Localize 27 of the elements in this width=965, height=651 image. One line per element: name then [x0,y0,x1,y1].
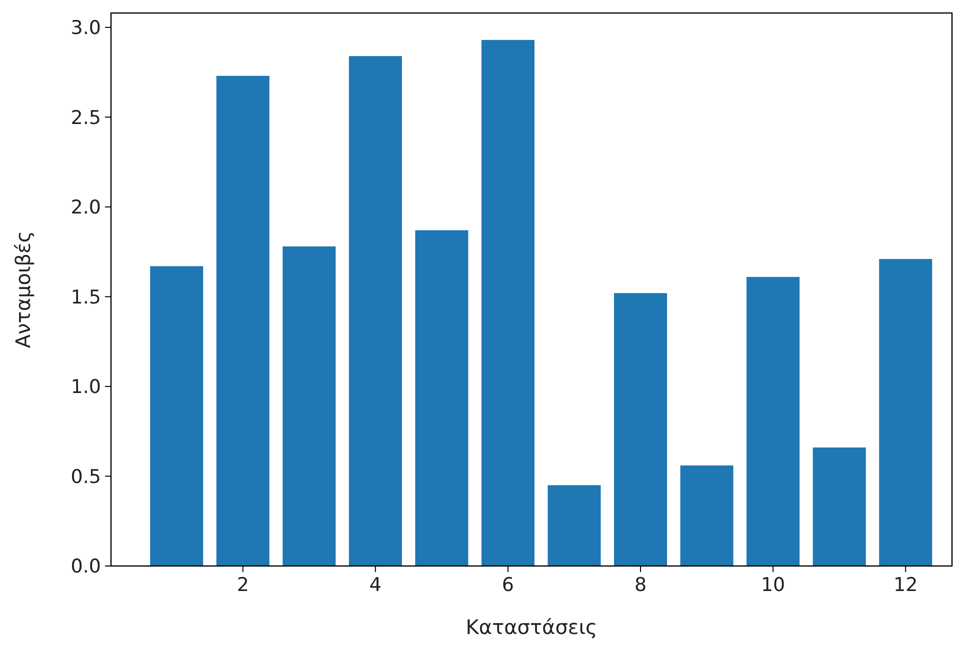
bar [812,448,866,566]
x-tick-label: 2 [236,574,249,596]
y-tick-label: 2.0 [70,196,101,219]
bar [548,485,601,566]
bar [415,230,468,566]
x-tick-label: 8 [634,574,647,596]
y-tick-label: 3.0 [70,17,101,40]
bar [614,293,668,566]
x-tick-label: 10 [760,574,786,596]
x-tick-label: 12 [894,574,918,596]
y-tick-label: 0.5 [70,466,101,488]
y-tick-label: 1.0 [70,376,101,398]
bar [348,56,402,566]
y-axis-title: Ανταμοιβές [11,230,35,348]
bar [150,266,204,566]
y-tick-label: 2.5 [70,106,101,129]
bar [216,76,270,566]
x-tick-label: 4 [369,574,382,596]
bar [746,276,800,566]
y-tick-label: 0.0 [70,556,101,578]
bar [879,258,932,566]
bar [282,246,336,566]
y-tick-label: 1.5 [70,286,101,308]
x-tick-label: 6 [502,574,514,596]
bar [680,465,734,566]
bar [481,40,534,566]
x-axis-title: Καταστάσεις [466,615,598,639]
